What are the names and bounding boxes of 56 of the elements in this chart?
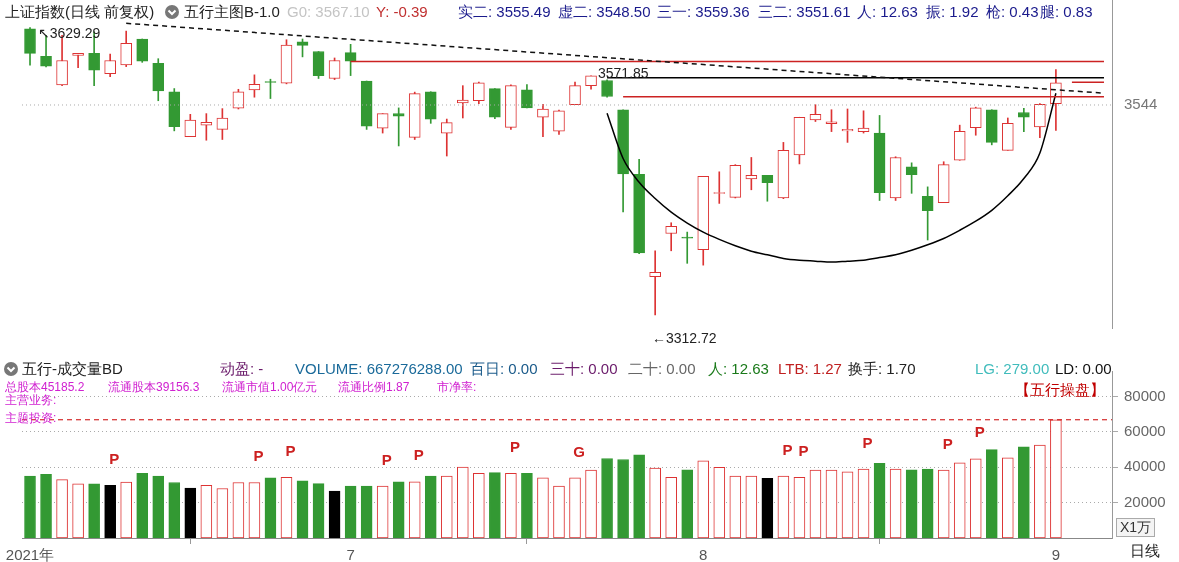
annotation: 百日: 0.00 xyxy=(470,360,538,378)
text: 振: 1.92 xyxy=(926,3,979,21)
annotation: 【五行操盘】 xyxy=(1015,381,1105,399)
data-label: P xyxy=(109,449,120,467)
y-tick-label: 40000 xyxy=(1124,457,1166,475)
chart-title: 五行-成交量BD xyxy=(22,360,123,378)
annotation: 换手: 1.70 xyxy=(848,360,916,378)
data-label: P xyxy=(798,441,809,459)
annotation: 3571.85 xyxy=(598,65,649,82)
chart-subtitle: 五行主图B-1.0 xyxy=(184,3,280,21)
text: 枪: 0.43 xyxy=(986,3,1039,21)
annotation: 三十: 0.00 xyxy=(550,360,618,378)
x-tick-label: 8 xyxy=(699,546,708,562)
annotation: LG: 279.00 xyxy=(975,360,1050,378)
y-tick-label: 20000 xyxy=(1124,492,1166,510)
data-label: P xyxy=(862,433,873,451)
text: Y: -0.39 xyxy=(376,3,428,21)
chart-title: 上证指数(日线 前复权) xyxy=(5,3,155,21)
text: G0: 3567.10 xyxy=(287,3,370,21)
annotation: 动盈: - xyxy=(220,360,264,378)
annotation: 总股本45185.2 xyxy=(5,380,85,394)
annotation: ↖3629.29 xyxy=(38,25,101,42)
annotation: 主营业务: xyxy=(5,393,57,408)
data-label: G xyxy=(573,442,585,460)
x-tick-label: 2021年 xyxy=(5,546,55,562)
annotation: 流通股本39156.3 xyxy=(108,380,200,395)
annotation: VOLUME: 667276288.00 xyxy=(295,360,463,378)
data-label: P xyxy=(253,447,264,465)
annotation: 流通比例1.87 xyxy=(338,380,410,395)
data-label: P xyxy=(509,437,520,455)
data-label: P xyxy=(413,446,424,464)
annotation: 人: 12.63 xyxy=(708,360,769,378)
text: 虚二: 3548.50 xyxy=(558,3,651,21)
x-tick-label: 7 xyxy=(346,546,355,562)
y-tick-label: 60000 xyxy=(1124,422,1166,440)
annotation: 二十: 0.00 xyxy=(628,360,696,378)
text: 人: 12.63 xyxy=(857,3,918,21)
x-tick-label: 9 xyxy=(1051,546,1061,562)
data-label: P xyxy=(381,450,392,468)
data-label: P xyxy=(974,423,985,441)
data-label: P xyxy=(285,441,296,459)
y-axis-title: X1万 xyxy=(1116,518,1156,538)
text: 日线 xyxy=(1130,542,1160,560)
annotation: 市净率: xyxy=(437,380,477,395)
text: 三一: 3559.36 xyxy=(657,3,750,21)
text: 三二: 3551.61 xyxy=(758,3,851,21)
text: ←3312.72 xyxy=(652,330,717,347)
data-label: P xyxy=(782,440,793,458)
text: 腿: 0.83 xyxy=(1040,3,1093,21)
ref-line-label: 3544 xyxy=(1124,95,1158,113)
annotation: LTB: 1.27 xyxy=(778,360,842,378)
y-tick-label: 80000 xyxy=(1124,386,1166,404)
text: 实二: 3555.49 xyxy=(458,3,551,21)
annotation: 流通市值1.00亿元 xyxy=(222,380,318,395)
data-label: P xyxy=(942,434,953,452)
annotation: LD: 0.00 xyxy=(1055,360,1112,378)
